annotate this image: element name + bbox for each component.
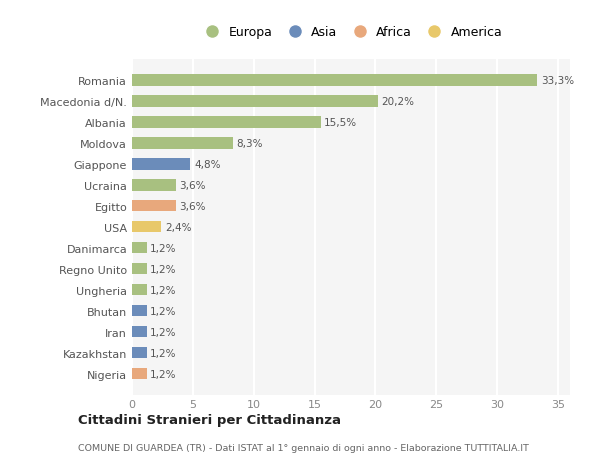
Text: 3,6%: 3,6% [179, 180, 206, 190]
Text: 1,2%: 1,2% [150, 285, 177, 295]
Text: 1,2%: 1,2% [150, 369, 177, 379]
Text: 1,2%: 1,2% [150, 306, 177, 316]
Bar [132, 221, 161, 233]
Text: 8,3%: 8,3% [236, 139, 263, 148]
Bar [132, 326, 146, 338]
Bar [132, 96, 378, 107]
Text: 1,2%: 1,2% [150, 348, 177, 358]
Bar [132, 305, 146, 317]
Bar [132, 347, 146, 358]
Bar [132, 242, 146, 254]
Text: 1,2%: 1,2% [150, 243, 177, 253]
Text: 15,5%: 15,5% [324, 118, 358, 128]
Text: COMUNE DI GUARDEA (TR) - Dati ISTAT al 1° gennaio di ogni anno - Elaborazione TU: COMUNE DI GUARDEA (TR) - Dati ISTAT al 1… [78, 443, 529, 452]
Text: 20,2%: 20,2% [382, 96, 415, 106]
Bar [132, 263, 146, 275]
Text: 4,8%: 4,8% [194, 159, 221, 169]
Text: 1,2%: 1,2% [150, 327, 177, 337]
Text: 3,6%: 3,6% [179, 202, 206, 211]
Bar [132, 368, 146, 380]
Bar [132, 117, 320, 128]
Bar [132, 159, 190, 170]
Bar [132, 284, 146, 296]
Bar [132, 138, 233, 149]
Bar [132, 75, 537, 86]
Bar [132, 201, 176, 212]
Text: 1,2%: 1,2% [150, 264, 177, 274]
Text: Cittadini Stranieri per Cittadinanza: Cittadini Stranieri per Cittadinanza [78, 413, 341, 426]
Legend: Europa, Asia, Africa, America: Europa, Asia, Africa, America [196, 22, 506, 43]
Bar [132, 179, 176, 191]
Text: 2,4%: 2,4% [165, 222, 191, 232]
Text: 33,3%: 33,3% [541, 76, 574, 86]
